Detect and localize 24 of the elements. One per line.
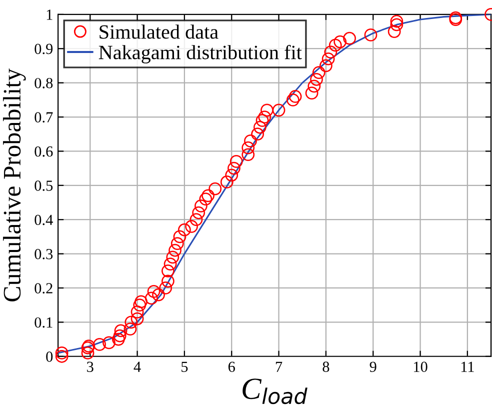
legend-label: Simulated data — [100, 24, 218, 39]
y-tick-label: 0.6 — [34, 146, 53, 157]
x-tick-label: 9 — [370, 362, 376, 372]
y-tick-label: 0.1 — [34, 317, 52, 328]
x-tick-label: 10 — [414, 362, 428, 372]
x-tick-label: 7 — [276, 362, 282, 372]
y-tick-label: 1 — [46, 10, 52, 20]
y-tick-label: 0.3 — [34, 248, 53, 260]
y-tick-label: 0.2 — [34, 283, 52, 294]
y-axis-title: Cumulative Probability — [3, 68, 26, 302]
y-tick-label: 0.9 — [34, 44, 53, 54]
x-tick-label: 6 — [228, 362, 235, 372]
x-tick-label: 4 — [134, 362, 141, 372]
x-axis-title: C$_{load}$ — [242, 378, 308, 404]
y-tick-label: 0.4 — [34, 214, 53, 226]
legend-label: Nakagami distribution fit — [98, 44, 302, 64]
x-tick-label: 8 — [322, 362, 330, 372]
y-tick-label: 0.5 — [34, 180, 53, 191]
y-tick-label: 0.8 — [34, 78, 53, 88]
y-tick-label: 0 — [46, 352, 53, 362]
x-tick-label: 5 — [182, 362, 188, 372]
y-tick-label: 0.7 — [34, 112, 53, 123]
x-tick-label: 3 — [87, 362, 94, 372]
x-tick-label: 11 — [461, 362, 474, 372]
